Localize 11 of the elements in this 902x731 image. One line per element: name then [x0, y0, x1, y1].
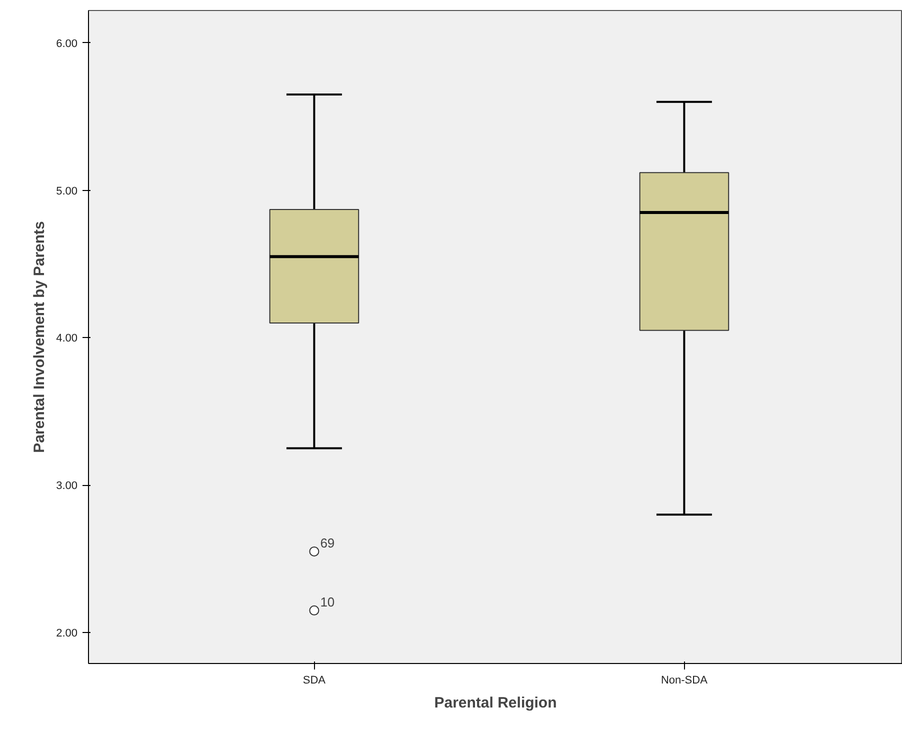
y-tick-label: 3.00 — [56, 480, 78, 492]
y-tick-label: 6.00 — [56, 38, 78, 50]
annotation: 69 — [320, 535, 335, 550]
x-tick-label: Non-SDA — [660, 674, 708, 686]
annotation: 10 — [320, 594, 335, 610]
x-tick-label: SDA — [302, 674, 326, 686]
y-axis-title: Parental Involvement by Parents — [31, 221, 48, 453]
y-tick-label: 2.00 — [56, 628, 78, 640]
y-tick-label: 5.00 — [56, 185, 78, 198]
x-axis-title: Parental Religion — [434, 694, 557, 712]
y-tick-label: 4.00 — [56, 332, 78, 345]
